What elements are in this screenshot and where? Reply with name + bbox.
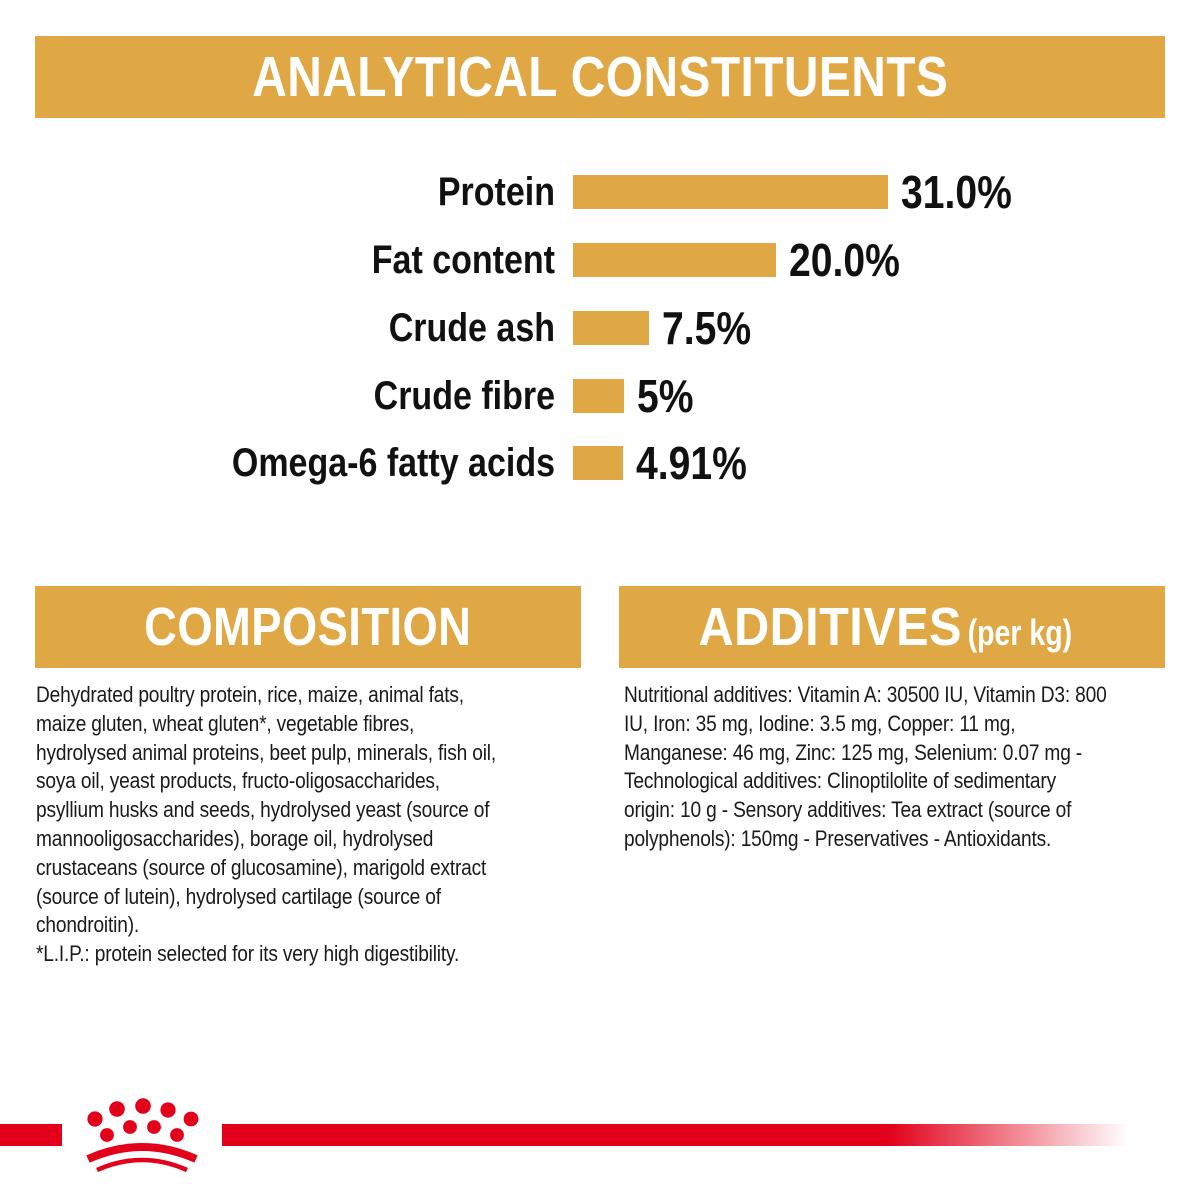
- bar-label-crude-fibre: Crude fibre: [373, 373, 555, 418]
- bar-crude-ash: [573, 311, 650, 345]
- additives-title: ADDITIVES: [698, 597, 962, 657]
- chart-row-fat-content: Fat content 20.0%: [0, 234, 1200, 286]
- chart-row-protein: Protein 31.0%: [0, 166, 1200, 218]
- footer-red-stripe: [0, 1124, 1200, 1146]
- chart-row-crude-fibre: Crude fibre 5%: [0, 370, 1200, 422]
- additives-banner: ADDITIVES (per kg): [619, 586, 1165, 668]
- additives-text: Nutritional additives: Vitamin A: 30500 …: [624, 681, 1184, 854]
- composition-line: hydrolysed animal proteins, beet pulp, m…: [36, 739, 497, 765]
- bar-omega6: [573, 446, 623, 480]
- logo-background-tile: [62, 1076, 222, 1188]
- bar-value-fat-content: 20.0%: [789, 234, 901, 286]
- composition-line: (source of lutein), hydrolysed cartilage…: [36, 883, 441, 909]
- bar-label-protein: Protein: [437, 169, 555, 214]
- bar-value-omega6: 4.91%: [635, 437, 747, 489]
- bar-protein: [573, 175, 888, 209]
- composition-title: COMPOSITION: [144, 597, 472, 657]
- additives-line: polyphenols): 150mg - Preservatives - An…: [624, 825, 1052, 851]
- bar-value-crude-ash: 7.5%: [662, 302, 752, 354]
- composition-text: Dehydrated poultry protein, rice, maize,…: [36, 681, 596, 969]
- composition-line: crustaceans (source of glucosamine), mar…: [36, 854, 487, 880]
- composition-line: mannooligosaccharides), borage oil, hydr…: [36, 825, 434, 851]
- additives-line: IU, Iron: 35 mg, Iodine: 3.5 mg, Copper:…: [624, 710, 1016, 736]
- composition-line: maize gluten, wheat gluten*, vegetable f…: [36, 710, 415, 736]
- bar-fat-content: [573, 243, 777, 277]
- analytical-constituents-title: ANALYTICAL CONSTITUENTS: [252, 45, 948, 109]
- composition-banner: COMPOSITION: [35, 586, 581, 668]
- royal-canin-crown-logo: [86, 1098, 199, 1173]
- analytical-constituents-banner: ANALYTICAL CONSTITUENTS: [35, 36, 1165, 118]
- bar-crude-fibre: [573, 379, 624, 413]
- additives-line: Manganese: 46 mg, Zinc: 125 mg, Selenium…: [624, 739, 1083, 765]
- additives-line: Nutritional additives: Vitamin A: 30500 …: [624, 682, 1107, 707]
- composition-lip-note: *L.I.P.: protein selected for its very h…: [36, 941, 460, 967]
- composition-line: psyllium husks and seeds, hydrolysed yea…: [36, 797, 490, 823]
- composition-line: Dehydrated poultry protein, rice, maize,…: [36, 682, 464, 707]
- chart-row-omega6: Omega-6 fatty acids 4.91%: [0, 437, 1200, 489]
- bar-label-crude-ash: Crude ash: [388, 305, 555, 350]
- bar-value-crude-fibre: 5%: [636, 370, 694, 422]
- chart-row-crude-ash: Crude ash 7.5%: [0, 302, 1200, 354]
- additives-per-kg-label: (per kg): [966, 612, 1072, 653]
- bar-label-omega6: Omega-6 fatty acids: [231, 440, 555, 485]
- bar-label-fat-content: Fat content: [371, 237, 555, 282]
- additives-line: Technological additives: Clinoptilolite …: [624, 768, 1056, 794]
- additives-banner-text: ADDITIVES (per kg): [698, 596, 1086, 658]
- analytical-constituents-chart: Protein 31.0% Fat content 20.0% Crude as…: [0, 166, 1200, 495]
- additives-line: origin: 10 g - Sensory additives: Tea ex…: [624, 797, 1072, 823]
- composition-line: soya oil, yeast products, fructo-oligosa…: [36, 768, 440, 794]
- bar-value-protein: 31.0%: [900, 166, 1012, 218]
- composition-line: chondroitin).: [36, 912, 140, 938]
